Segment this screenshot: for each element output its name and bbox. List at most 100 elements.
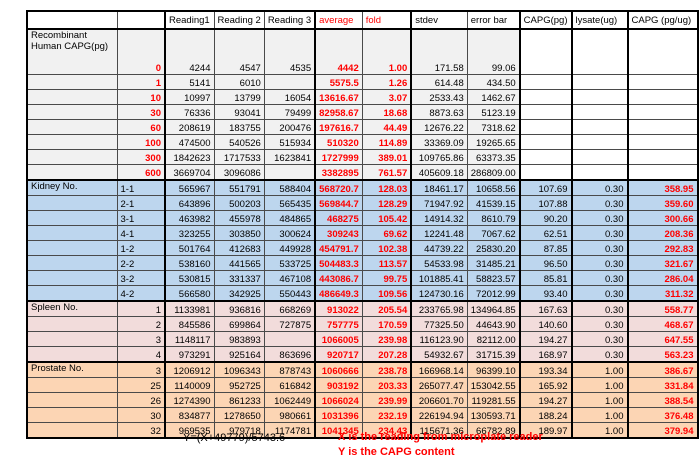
cell-id: 2-2 — [116, 255, 166, 271]
cell-capg_ug — [626, 134, 698, 150]
cell-r1: 208619 — [164, 119, 215, 135]
cell-r2: 1096343 — [213, 361, 265, 378]
cell-capg_ug: 208.36 — [626, 225, 698, 241]
row-group-label: Recombinant Human CAPG(pg) — [26, 28, 118, 75]
cell-fold: 761.57 — [361, 164, 412, 181]
cell-stdev: 14914.32 — [410, 210, 468, 226]
cell-capg_ug: 468.67 — [626, 316, 698, 332]
cell-capg — [518, 149, 572, 165]
cell-fold: 239.98 — [361, 331, 412, 347]
cell-id: 10 — [116, 89, 166, 105]
cell-id: 32 — [116, 422, 166, 439]
cell-r1: 3669704 — [164, 164, 215, 181]
calibration-formula: Y=(X+49779)/5743.6 — [183, 432, 286, 444]
cell-lysate: 0.30 — [570, 270, 628, 286]
cell-capg: 107.69 — [518, 179, 572, 196]
cell-stdev: 77325.50 — [410, 316, 468, 332]
column-header: Reading 2 — [213, 10, 265, 30]
cell-capg_ug: 311.32 — [626, 285, 698, 302]
cell-r1: 1148117 — [164, 331, 215, 347]
cell-id: 4-1 — [116, 225, 166, 241]
cell-lysate: 0.30 — [570, 240, 628, 256]
cell-capg — [518, 104, 572, 120]
cell-avg: 913022 — [314, 300, 363, 317]
table-row: 25 1140009 952725 616842 903192 203.33 265077.… — [26, 377, 698, 393]
cell-capg_ug — [626, 28, 698, 75]
cell-fold: 1.26 — [361, 74, 412, 90]
cell-capg_ug: 376.48 — [626, 407, 698, 423]
cell-r1: 565967 — [164, 179, 215, 196]
cell-err: 7318.62 — [466, 119, 521, 135]
cell-r2: 979718 — [213, 422, 265, 439]
cell-stdev: 71947.92 — [410, 195, 468, 211]
table-row: 60 208619 183755 200476 197616.7 44.49 12676.2… — [26, 119, 698, 135]
column-header: CAPG(pg) — [518, 10, 572, 30]
cell-r1: 834877 — [164, 407, 215, 423]
cell-r1: 501764 — [164, 240, 215, 256]
cell-capg_ug: 300.66 — [626, 210, 698, 226]
cell-lysate: 0.30 — [570, 210, 628, 226]
row-group-label — [26, 331, 118, 347]
cell-capg: 167.63 — [518, 300, 572, 317]
cell-id: 1-1 — [116, 179, 166, 196]
cell-err: 58823.57 — [466, 270, 521, 286]
cell-r2: 13799 — [213, 89, 265, 105]
cell-capg: 140.60 — [518, 316, 572, 332]
cell-r1: 973291 — [164, 346, 215, 363]
column-header: CAPG (pg/ug) — [626, 10, 698, 30]
cell-stdev: 2533.43 — [410, 89, 468, 105]
cell-err: 7067.62 — [466, 225, 521, 241]
cell-stdev: 124730.16 — [410, 285, 468, 302]
cell-lysate — [570, 28, 628, 75]
cell-r2: 500203 — [213, 195, 265, 211]
cell-capg_ug: 359.60 — [626, 195, 698, 211]
cell-id: 1-2 — [116, 240, 166, 256]
cell-avg: 468275 — [314, 210, 363, 226]
cell-capg_ug: 292.83 — [626, 240, 698, 256]
cell-capg_ug — [626, 89, 698, 105]
column-header: stdev — [410, 10, 468, 30]
cell-fold: 239.99 — [361, 392, 412, 408]
cell-r3: 727875 — [263, 316, 316, 332]
table-row: Prostate No. 3 1206912 1096343 878743 1060666… — [26, 361, 698, 378]
table-row: 10 10997 13799 16054 13616.67 3.07 2533.43 1462… — [26, 89, 698, 105]
table-row: 2 845586 699864 727875 757775 170.59 77325.50 4… — [26, 316, 698, 332]
cell-stdev: 206601.70 — [410, 392, 468, 408]
cell-stdev: 101885.41 — [410, 270, 468, 286]
cell-lysate: 0.30 — [570, 195, 628, 211]
cell-lysate: 0.30 — [570, 300, 628, 317]
cell-avg: 569844.7 — [314, 195, 363, 211]
cell-r3: 484865 — [263, 210, 316, 226]
cell-r2: 1717533 — [213, 149, 265, 165]
cell-fold: 238.78 — [361, 361, 412, 378]
column-header: fold — [361, 10, 412, 30]
cell-err: 1462.67 — [466, 89, 521, 105]
row-group-label — [26, 422, 118, 439]
cell-r3: 1174781 — [263, 422, 316, 439]
cell-lysate — [570, 134, 628, 150]
cell-r3: 616842 — [263, 377, 316, 393]
cell-capg: 189.97 — [518, 422, 572, 439]
cell-r2: 983893 — [213, 331, 265, 347]
cell-r1: 10997 — [164, 89, 215, 105]
cell-r3: 588404 — [263, 179, 316, 196]
cell-r1: 845586 — [164, 316, 215, 332]
table-row: Spleen No. 1 1133981 936816 668269 913022 205.… — [26, 300, 698, 317]
cell-r3: 1062449 — [263, 392, 316, 408]
cell-id: 4 — [116, 346, 166, 363]
cell-id: 3 — [116, 361, 166, 378]
note-y: Y is the CAPG content — [338, 446, 455, 458]
table-row: 1-2 501764 412683 449928 454791.7 102.38 44739… — [26, 240, 698, 256]
cell-capg_ug: 386.67 — [626, 361, 698, 378]
row-group-label — [26, 407, 118, 423]
table-row: 3-2 530815 331337 467108 443086.7 99.75 101885… — [26, 270, 698, 286]
cell-err: 130593.71 — [466, 407, 521, 423]
cell-r3: 863696 — [263, 346, 316, 363]
cell-id: 300 — [116, 149, 166, 165]
row-group-label — [26, 210, 118, 226]
cell-capg — [518, 89, 572, 105]
cell-lysate: 0.30 — [570, 331, 628, 347]
row-group-label: Prostate No. — [26, 361, 118, 378]
cell-capg_ug: 563.23 — [626, 346, 698, 363]
cell-capg: 96.50 — [518, 255, 572, 271]
